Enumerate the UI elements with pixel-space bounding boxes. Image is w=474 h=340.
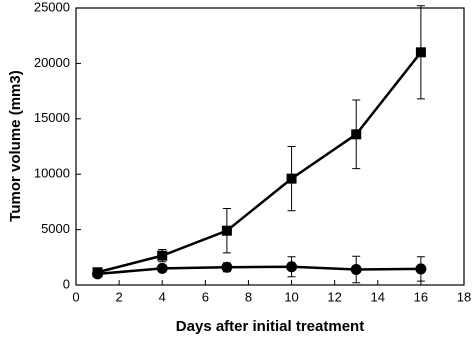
x-tick-label: 6 — [202, 289, 209, 304]
x-tick-label: 8 — [245, 289, 252, 304]
y-tick-label: 5000 — [41, 221, 70, 236]
plot-frame — [75, 7, 465, 286]
marker — [351, 129, 362, 140]
x-tick-label: 14 — [371, 289, 385, 304]
marker — [415, 263, 427, 275]
marker — [221, 261, 233, 273]
marker — [286, 173, 297, 184]
x-tick-label: 18 — [457, 289, 471, 304]
marker — [221, 225, 232, 236]
y-axis-label: Tumor volume (mm3) — [7, 70, 24, 221]
y-tick-label: 15000 — [34, 110, 70, 125]
marker — [286, 261, 298, 273]
x-tick-label: 0 — [72, 289, 79, 304]
x-tick-label: 2 — [115, 289, 122, 304]
series-line — [97, 51, 422, 274]
y-tick-label: 25000 — [34, 0, 70, 14]
x-tick-label: 4 — [159, 289, 166, 304]
marker — [415, 47, 426, 58]
marker — [156, 262, 168, 274]
marker — [350, 263, 362, 275]
y-tick-label: 0 — [63, 276, 70, 291]
marker — [157, 250, 168, 261]
x-axis-label: Days after initial treatment — [176, 318, 364, 335]
x-tick-label: 16 — [414, 289, 428, 304]
series-line — [97, 265, 421, 276]
marker — [92, 268, 104, 280]
y-tick-label: 20000 — [34, 55, 70, 70]
y-tick-label: 10000 — [34, 166, 70, 181]
x-tick-label: 10 — [284, 289, 298, 304]
x-tick-label: 12 — [327, 289, 341, 304]
